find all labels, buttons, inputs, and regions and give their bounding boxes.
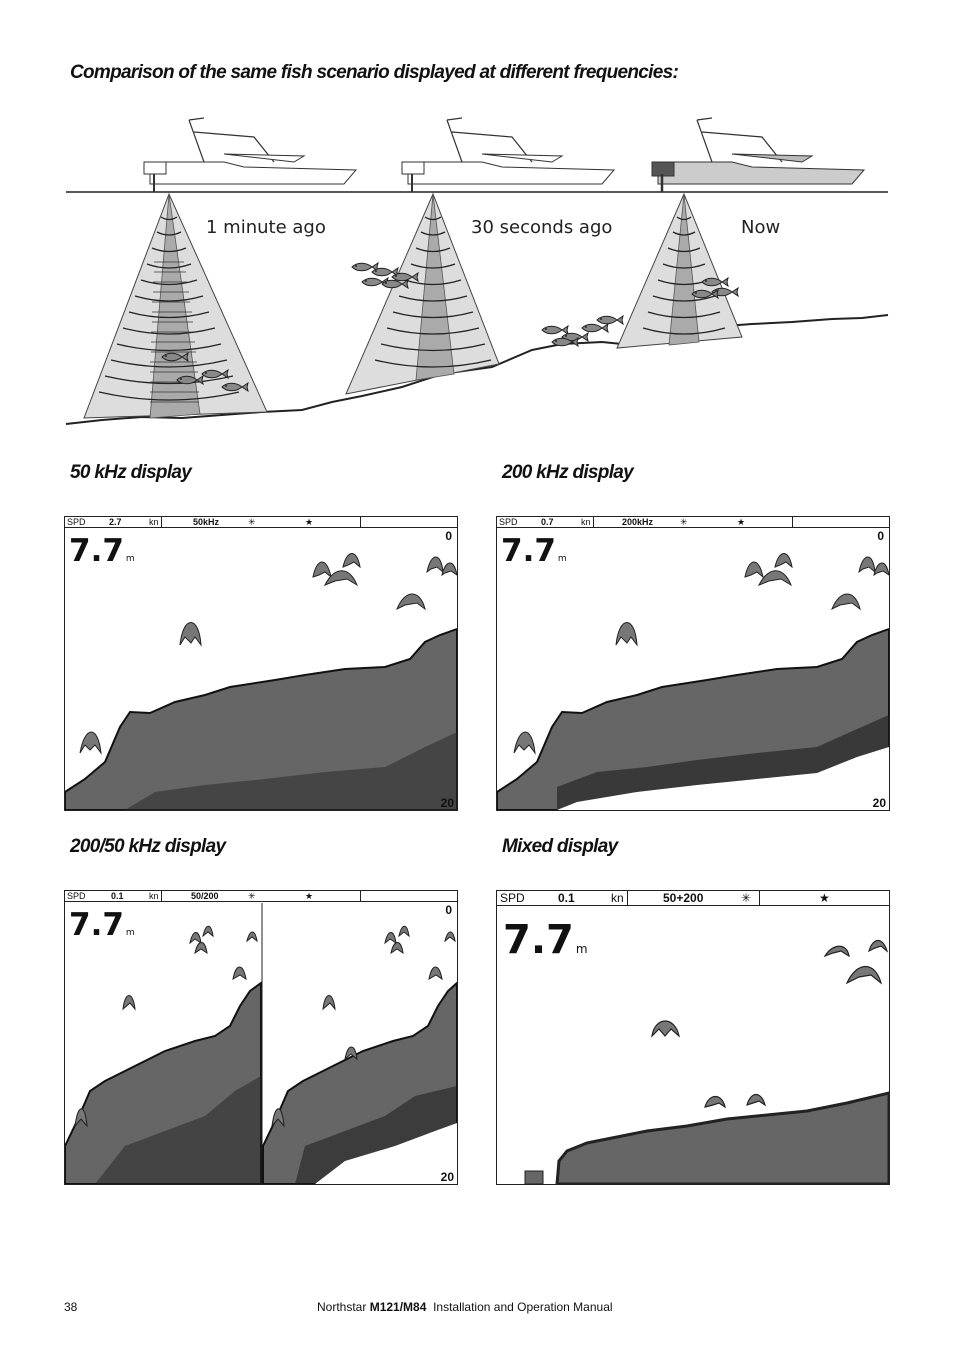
spd-unit: kn	[611, 891, 624, 905]
spd-value: 2.7	[109, 517, 122, 527]
sonar-cone-1	[83, 192, 268, 419]
fish-alarm-icon: ★	[305, 891, 314, 901]
fish-alarm-icon: ★	[819, 891, 830, 905]
spd-unit: kn	[149, 891, 159, 901]
sonar-panel-split: SPD 0.1 kn 50/200 ✳ ★ 7.7 m 0 20	[64, 890, 458, 1185]
fish-school-3	[541, 315, 624, 347]
spd-unit: kn	[149, 517, 159, 527]
fish-symbol-icon: ✳	[680, 517, 688, 527]
page-number: 38	[64, 1300, 78, 1314]
fish-alarm-icon: ★	[737, 517, 746, 527]
heading-split: 200/50 kHz display	[70, 836, 226, 857]
footer-text: Northstar M121/M84 Installation and Oper…	[317, 1300, 613, 1314]
fish-alarm-icon: ★	[305, 517, 314, 527]
heading-mixed: Mixed display	[502, 836, 618, 857]
boat-2	[401, 117, 616, 192]
spd-label: SPD	[67, 517, 86, 527]
fish-symbol-icon: ✳	[248, 517, 256, 527]
scale-top: 0	[877, 529, 884, 543]
status-bar-split: SPD 0.1 kn 50/200 ✳ ★	[65, 891, 457, 902]
spd-label: SPD	[500, 891, 525, 905]
frequency-label: 50kHz	[193, 517, 220, 527]
caption-now: Now	[741, 217, 781, 238]
sonar-panel-mixed: SPD 0.1 kn 50+200 ✳ ★ 7.7 m	[496, 890, 890, 1185]
depth-readout: 7.7 m	[501, 533, 567, 569]
spd-label: SPD	[67, 891, 86, 901]
sonar-cone-3	[616, 192, 743, 349]
frequency-label: 50+200	[663, 891, 704, 905]
boat-1	[143, 117, 358, 192]
spd-label: SPD	[499, 517, 518, 527]
sonar-echo-50khz	[65, 553, 457, 810]
depth-readout: 7.7 m	[503, 917, 588, 963]
sonar-echo-split	[65, 903, 457, 1184]
status-bar-mixed: SPD 0.1 kn 50+200 ✳ ★	[497, 891, 889, 906]
seabed-line	[65, 314, 889, 425]
sonar-panel-50khz: SPD 2.7 kn 50kHz ✳ ★ 7.7 m 0 20	[64, 516, 458, 811]
scale-bottom: 20	[440, 1170, 454, 1184]
sonar-cone-2	[345, 192, 500, 395]
status-bar-200khz: SPD 0.7 kn 200kHz ✳ ★	[497, 517, 889, 528]
spd-value: 0.1	[111, 891, 124, 901]
depth-readout: 7.7 m	[69, 907, 135, 943]
fish-symbol-icon: ✳	[248, 891, 256, 901]
sonar-echo-200khz	[497, 553, 889, 810]
fish-scenario-illustration	[65, 117, 889, 425]
status-bar-50khz: SPD 2.7 kn 50kHz ✳ ★	[65, 517, 457, 528]
caption-30-seconds-ago: 30 seconds ago	[471, 217, 613, 238]
spd-unit: kn	[581, 517, 591, 527]
scale-bottom: 20	[872, 796, 886, 810]
caption-1-minute-ago: 1 minute ago	[206, 217, 326, 238]
frequency-label: 50/200	[191, 891, 219, 901]
page-title: Comparison of the same fish scenario dis…	[70, 62, 679, 83]
heading-200khz: 200 kHz display	[502, 462, 634, 483]
scale-top: 0	[445, 903, 452, 917]
spd-value: 0.1	[558, 891, 575, 905]
sonar-echo-mixed	[524, 939, 889, 1184]
spd-value: 0.7	[541, 517, 554, 527]
frequency-label: 200kHz	[622, 517, 654, 527]
sonar-panel-200khz: SPD 0.7 kn 200kHz ✳ ★ 7.7 m 0 20	[496, 516, 890, 811]
boat-3	[651, 117, 866, 192]
scale-bottom: 20	[440, 796, 454, 810]
scale-top: 0	[445, 529, 452, 543]
heading-50khz: 50 kHz display	[70, 462, 192, 483]
fish-symbol-icon: ✳	[741, 891, 752, 905]
depth-readout: 7.7 m	[69, 533, 135, 569]
